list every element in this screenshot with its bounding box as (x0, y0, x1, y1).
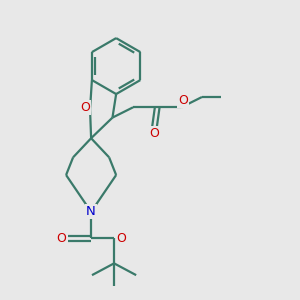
Text: O: O (149, 127, 159, 140)
Text: N: N (86, 205, 96, 218)
Text: O: O (116, 232, 126, 245)
Text: O: O (178, 94, 188, 107)
Text: O: O (57, 232, 67, 245)
Text: O: O (80, 101, 90, 114)
